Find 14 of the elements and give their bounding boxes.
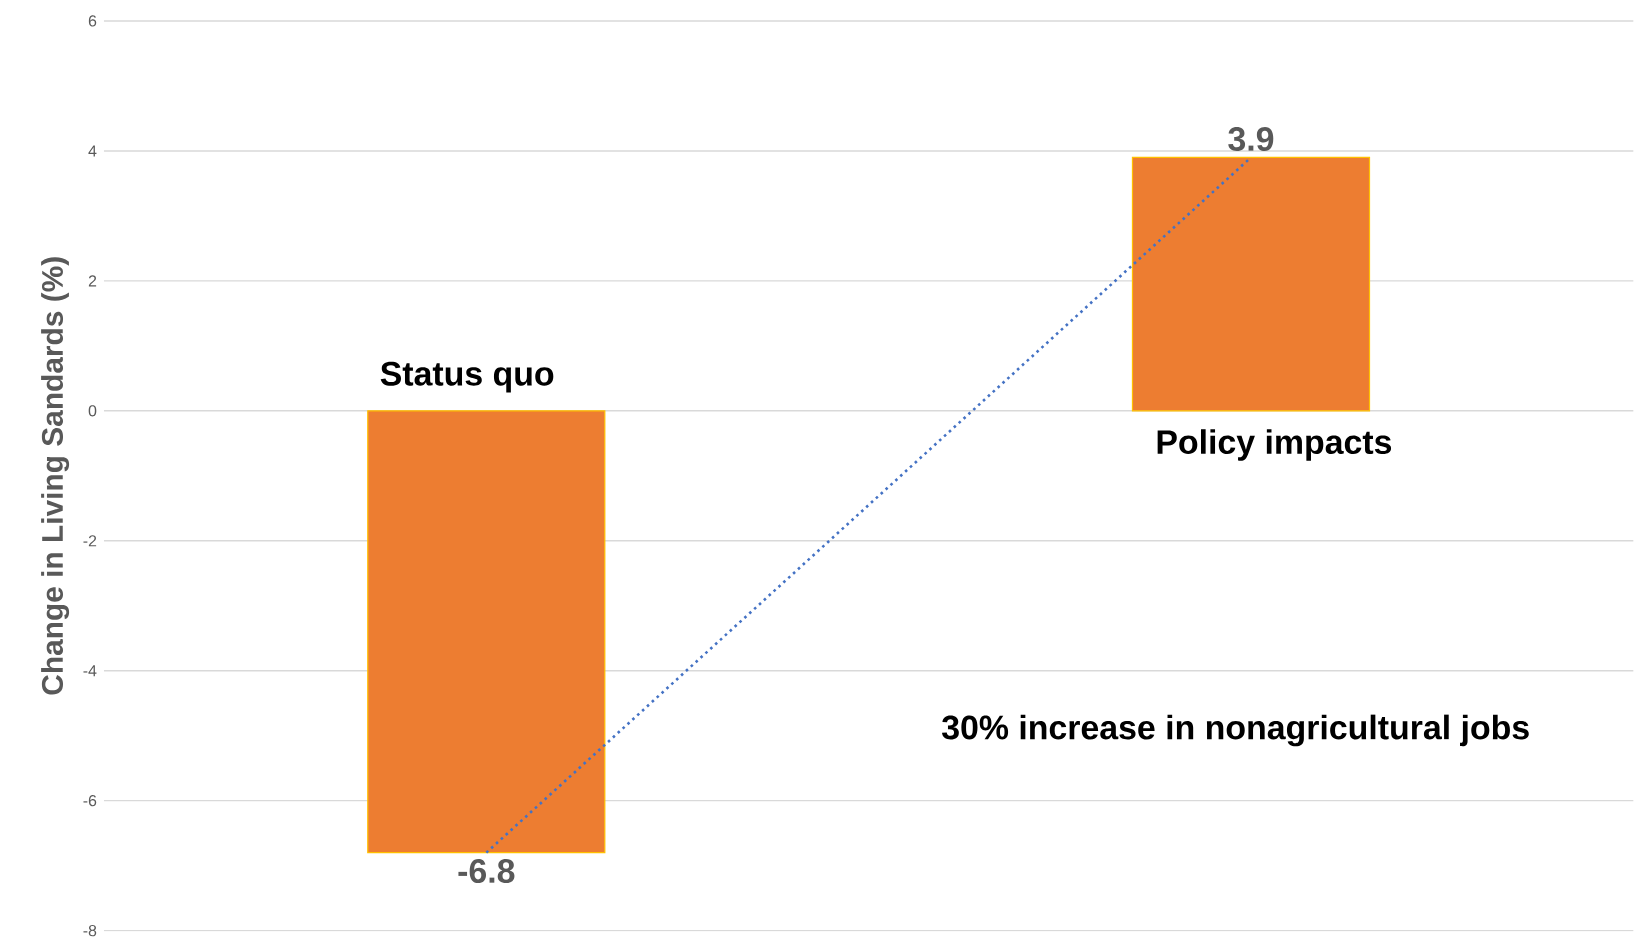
annotation: 30% increase in nonagricultural jobs: [942, 714, 1529, 747]
y-axis-title: Change in Living Sandards (%): [41, 257, 70, 695]
data-label: -6.8: [458, 859, 515, 884]
y-tick-label: -8: [83, 925, 97, 937]
y-tick-label: -6: [83, 795, 97, 807]
x-tick-label: Policy impacts: [1157, 429, 1392, 461]
data-label: 3.9: [1228, 127, 1274, 152]
y-tick-label: -2: [83, 535, 97, 547]
y-tick-label: 2: [88, 275, 97, 287]
y-tick-label: 0: [88, 405, 97, 417]
y-tick-label: 4: [88, 145, 97, 157]
y-tick-label: -4: [83, 665, 97, 677]
x-tick-label: Status quo: [380, 361, 554, 393]
y-tick-label: 6: [88, 15, 97, 27]
